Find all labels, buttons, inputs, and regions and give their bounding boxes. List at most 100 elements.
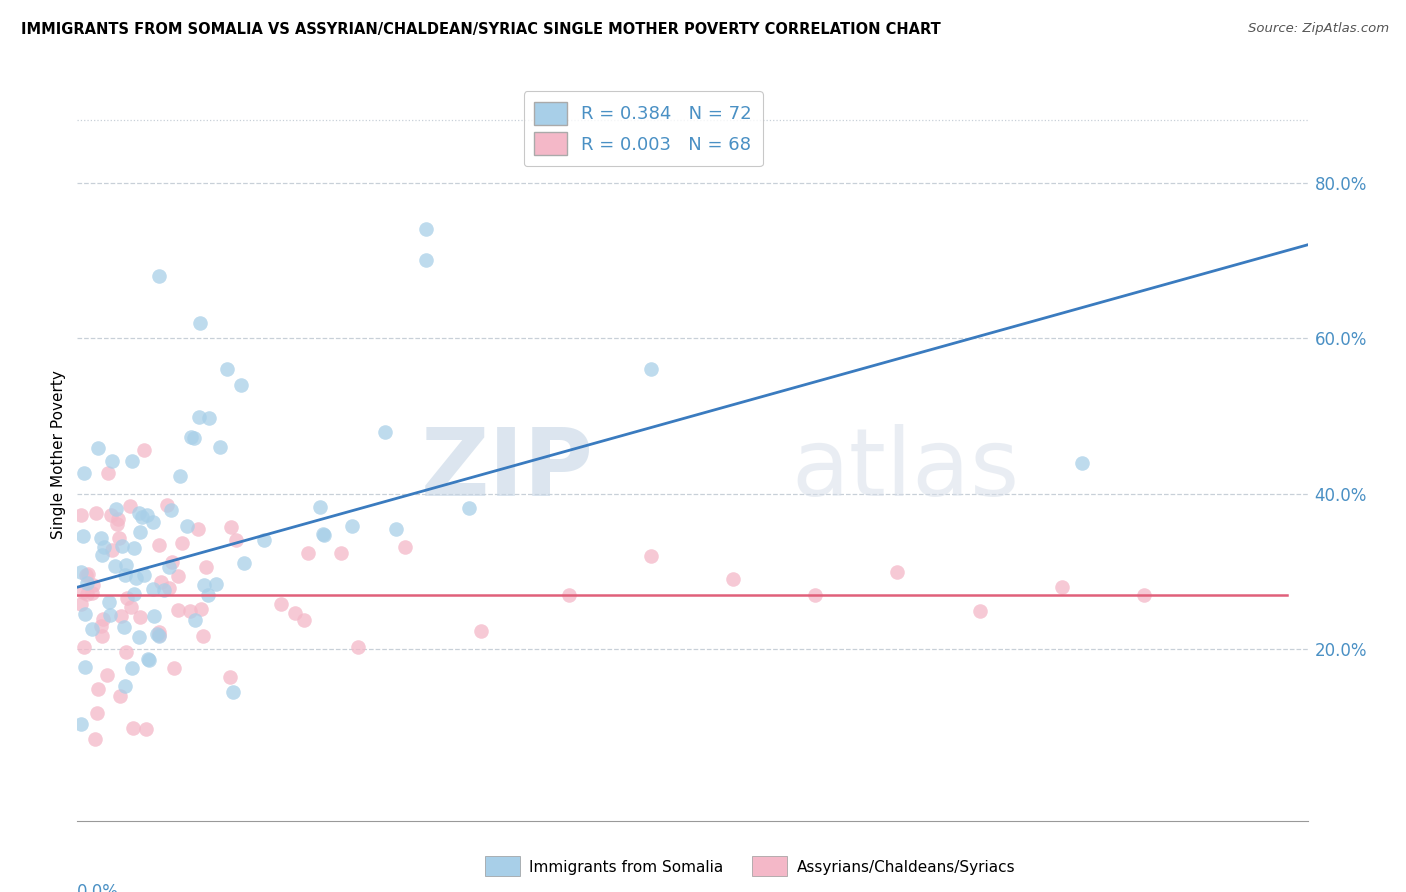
Point (138, 652, 160, 666)
Point (312, 527, 335, 541)
Point (176, 519, 198, 533)
Point (233, 556, 256, 570)
Point (115, 644, 138, 658)
Point (149, 575, 172, 590)
Point (156, 498, 179, 512)
Point (114, 679, 136, 693)
Point (640, 362, 662, 376)
Point (91, 612, 114, 626)
Point (70, 597, 93, 611)
Point (1050, 580, 1073, 594)
Point (205, 577, 228, 591)
Point (188, 316, 212, 330)
Point (208, 440, 231, 454)
Point (148, 628, 170, 642)
Point (221, 520, 243, 534)
Point (96, 667, 118, 681)
Point (191, 630, 214, 644)
Point (84, 506, 107, 520)
Point (70, 717, 93, 731)
Point (470, 624, 492, 639)
Point (112, 619, 135, 633)
Point (84, 731, 107, 746)
Point (98, 594, 121, 608)
Point (91, 629, 114, 643)
Point (115, 591, 138, 606)
Point (105, 516, 128, 531)
Point (122, 721, 145, 735)
Point (138, 653, 160, 667)
Text: atlas: atlas (792, 424, 1019, 516)
Point (188, 410, 211, 425)
Point (110, 609, 132, 624)
Point (90, 619, 112, 633)
Point (121, 454, 143, 468)
Point (385, 522, 408, 536)
Point (75, 607, 97, 621)
Point (104, 501, 127, 516)
Point (131, 510, 153, 524)
Point (132, 443, 155, 458)
Point (1071, 456, 1094, 470)
Point (225, 533, 247, 547)
Point (190, 601, 212, 615)
Point (128, 630, 150, 644)
Point (153, 582, 176, 597)
Point (253, 533, 276, 547)
Point (73, 659, 96, 673)
Point (73, 467, 96, 481)
Point (804, 588, 827, 602)
Point (121, 661, 143, 675)
Point (120, 499, 142, 513)
Point (179, 604, 201, 618)
Point (70, 565, 93, 579)
Text: IMMIGRANTS FROM SOMALIA VS ASSYRIAN/CHALDEAN/SYRIAC SINGLE MOTHER POVERTY CORREL: IMMIGRANTS FROM SOMALIA VS ASSYRIAN/CHAL… (21, 22, 941, 37)
Point (86, 706, 108, 720)
Y-axis label: Single Mother Poverty: Single Mother Poverty (51, 370, 66, 540)
Point (148, 268, 170, 283)
Point (148, 538, 170, 552)
Point (73, 640, 96, 655)
Point (87, 441, 110, 455)
Point (309, 500, 332, 515)
Point (70, 508, 93, 523)
Point (76, 566, 98, 581)
Point (157, 560, 180, 574)
Point (108, 531, 131, 545)
Point (129, 610, 152, 624)
Point (110, 689, 132, 703)
Point (457, 500, 479, 515)
Point (167, 569, 190, 583)
Point (91, 548, 114, 562)
Point (187, 522, 209, 536)
Point (148, 624, 170, 639)
Text: Source: ZipAtlas.com: Source: ZipAtlas.com (1249, 22, 1389, 36)
Point (374, 425, 396, 439)
Point (104, 559, 127, 574)
Point (142, 609, 165, 624)
Point (80, 622, 103, 636)
Point (297, 546, 319, 560)
Point (558, 588, 581, 602)
Text: Immigrants from Somalia: Immigrants from Somalia (529, 860, 723, 874)
Point (198, 411, 221, 425)
Point (231, 377, 253, 392)
Point (75, 568, 97, 582)
Point (132, 567, 155, 582)
Legend: R = 0.384   N = 72, R = 0.003   N = 68: R = 0.384 N = 72, R = 0.003 N = 68 (523, 91, 763, 166)
Point (142, 515, 165, 529)
Point (148, 629, 170, 643)
Point (886, 565, 908, 579)
Point (107, 512, 129, 526)
Point (217, 362, 239, 376)
Point (72, 585, 94, 599)
Point (82, 577, 104, 591)
Point (101, 453, 124, 467)
Point (340, 518, 363, 533)
Point (135, 508, 157, 523)
Point (1132, 588, 1154, 602)
Point (723, 573, 745, 587)
Point (270, 597, 292, 611)
Point (969, 603, 991, 617)
Point (115, 558, 138, 572)
